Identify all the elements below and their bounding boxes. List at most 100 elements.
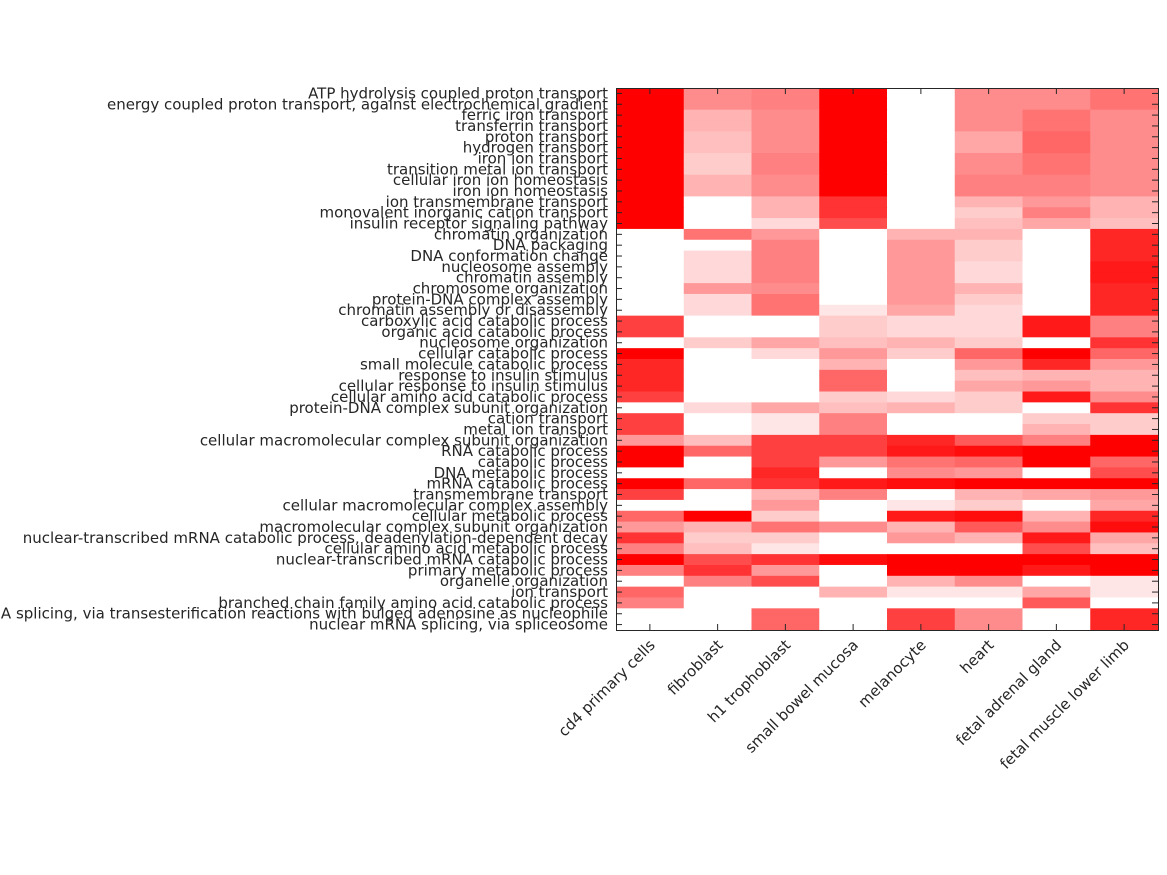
heatmap-cell (819, 337, 888, 349)
heatmap-cell (819, 153, 888, 165)
heatmap-cell (1022, 391, 1091, 403)
heatmap-cell (1090, 532, 1159, 544)
heatmap-cell (751, 586, 820, 599)
row-label: nucleosome assembly (441, 258, 608, 276)
heatmap-cell (954, 196, 1024, 208)
heatmap-cell (683, 239, 753, 252)
heatmap-cell (887, 120, 956, 132)
row-label: small molecule catabolic process (360, 355, 608, 373)
heatmap-cell (1090, 575, 1159, 588)
heatmap-cell (819, 478, 888, 490)
heatmap-cell (887, 250, 956, 263)
heatmap-cell (1090, 597, 1159, 609)
heatmap-cell (1022, 153, 1091, 165)
heatmap-cell (683, 293, 753, 306)
heatmap-cell (683, 532, 753, 544)
heatmap-cell (616, 608, 685, 620)
heatmap-cell (954, 250, 1024, 263)
row-label: catabolic process (478, 453, 608, 471)
heatmap-cell (887, 315, 956, 328)
row-label: proton transport (485, 128, 608, 146)
heatmap-cell (683, 228, 753, 241)
heatmap-cell (616, 272, 685, 284)
heatmap-cell (887, 218, 956, 230)
heatmap-cell (887, 424, 956, 436)
heatmap-cell (616, 391, 685, 403)
heatmap-cell (683, 185, 753, 197)
heatmap-cell (819, 445, 888, 458)
heatmap-cell (887, 98, 956, 111)
heatmap-cell (616, 456, 685, 468)
heatmap-cell (683, 597, 753, 609)
heatmap-cell (887, 608, 956, 620)
heatmap-cell (819, 554, 888, 566)
heatmap-cell (887, 564, 956, 577)
heatmap-cell (887, 380, 956, 393)
heatmap-cell (683, 109, 753, 122)
column-label: fibroblast (664, 636, 727, 699)
heatmap-cell (954, 532, 1024, 544)
heatmap-cell (683, 261, 753, 273)
heatmap-cell (1090, 218, 1159, 230)
row-label: DNA packaging (493, 236, 608, 254)
heatmap-cell (1022, 510, 1091, 523)
heatmap-cell (954, 543, 1024, 555)
heatmap-cell (751, 131, 820, 143)
heatmap-cell (887, 207, 956, 219)
heatmap-cell (954, 608, 1024, 620)
heatmap-cell (954, 315, 1024, 328)
heatmap-cell (954, 369, 1024, 382)
heatmap-cell (616, 586, 685, 599)
heatmap-cell (887, 272, 956, 284)
heatmap-cell (1090, 456, 1159, 468)
row-label: ATP hydrolysis coupled proton transport (308, 84, 608, 102)
row-label: chromatin assembly (456, 269, 608, 287)
heatmap-cell (683, 348, 753, 360)
heatmap-cell (954, 304, 1024, 317)
heatmap-cell (616, 467, 685, 479)
heatmap-cell (887, 153, 956, 165)
heatmap-cell (616, 304, 685, 317)
heatmap-cell (683, 499, 753, 512)
heatmap-cell (1090, 109, 1159, 122)
heatmap-cell (751, 283, 820, 295)
heatmap-cell (616, 174, 685, 187)
heatmap-cell (683, 402, 753, 414)
heatmap-cell (954, 380, 1024, 393)
heatmap-cell (819, 499, 888, 512)
heatmap-cell (751, 337, 820, 349)
heatmap-cell (1090, 315, 1159, 328)
heatmap-cell (887, 326, 956, 338)
heatmap-cell (819, 120, 888, 132)
row-label: mRNA splicing, via transesterification r… (0, 605, 608, 623)
heatmap-cell (751, 597, 820, 609)
heatmap-cell (819, 283, 888, 295)
row-label: cellular response to insulin stimulus (339, 377, 609, 395)
heatmap-cell (887, 348, 956, 360)
heatmap-cell (616, 109, 685, 122)
heatmap-cell (751, 109, 820, 122)
heatmap-cell (1022, 369, 1091, 382)
heatmap-cell (683, 359, 753, 371)
heatmap-cell (954, 218, 1024, 230)
heatmap-cell (616, 337, 685, 349)
plot-frame (616, 88, 1159, 631)
row-label: transmembrane transport (413, 486, 608, 504)
heatmap-cell (1022, 98, 1091, 111)
row-label: macromolecular complex subunit organizat… (259, 518, 608, 536)
heatmap-cell (751, 153, 820, 165)
row-label: iron ion transport (478, 149, 609, 167)
heatmap-cell (1090, 228, 1159, 241)
heatmap-cell (1090, 424, 1159, 436)
heatmap-cell (887, 499, 956, 512)
heatmap-cell (1090, 207, 1159, 219)
heatmap-cell (819, 163, 888, 176)
heatmap-cell (751, 272, 820, 284)
heatmap-cell (751, 218, 820, 230)
heatmap-cell (1090, 510, 1159, 523)
heatmap-cell (819, 98, 888, 111)
heatmap-cell (751, 196, 820, 208)
heatmap-cell (1022, 109, 1091, 122)
